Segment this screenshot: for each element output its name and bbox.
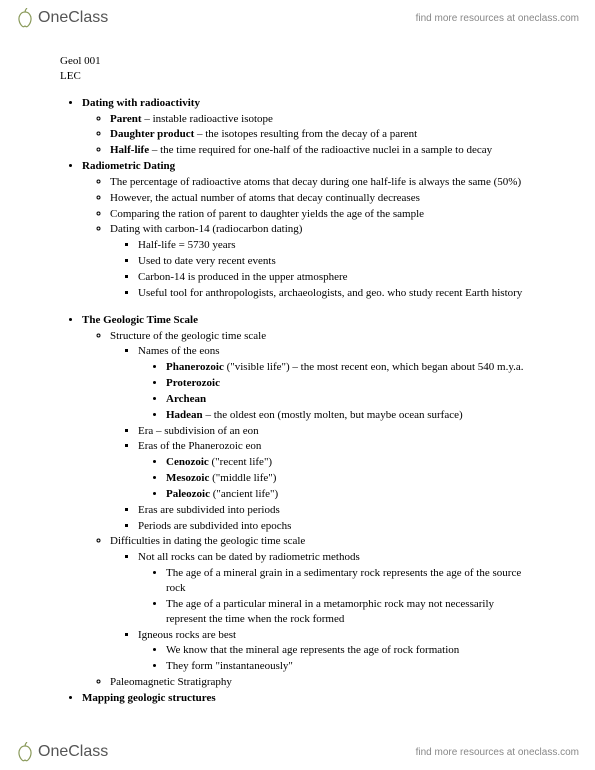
list-item: They form "instantaneously" bbox=[166, 659, 535, 674]
list-item: Archean bbox=[166, 392, 535, 407]
list-item: Paleozoic ("ancient life") bbox=[166, 487, 535, 502]
section-title: The Geologic Time Scale bbox=[82, 314, 198, 326]
list-item: Names of the eons Phanerozoic ("visible … bbox=[138, 344, 535, 422]
header: OneClass find more resources at oneclass… bbox=[0, 0, 595, 36]
course-heading: Geol 001 LEC bbox=[60, 54, 535, 84]
outline-root-2: The Geologic Time Scale Structure of the… bbox=[60, 313, 535, 706]
list-item: Phanerozoic ("visible life") – the most … bbox=[166, 360, 535, 375]
course-sub: LEC bbox=[60, 69, 535, 84]
list-item: The Geologic Time Scale Structure of the… bbox=[82, 313, 535, 690]
list-item: Hadean – the oldest eon (mostly molten, … bbox=[166, 408, 535, 423]
list-item: The percentage of radioactive atoms that… bbox=[110, 175, 535, 190]
list-item: Radiometric Dating The percentage of rad… bbox=[82, 159, 535, 301]
footer-tagline: find more resources at oneclass.com bbox=[416, 747, 579, 758]
section-title: Mapping geologic structures bbox=[82, 692, 216, 704]
apple-icon bbox=[16, 8, 34, 28]
list-item: However, the actual number of atoms that… bbox=[110, 191, 535, 206]
list-item: The age of a mineral grain in a sediment… bbox=[166, 566, 535, 596]
list-item: Mapping geologic structures bbox=[82, 691, 535, 706]
section-title: Radiometric Dating bbox=[82, 160, 175, 172]
list-item: Igneous rocks are best We know that the … bbox=[138, 628, 535, 675]
list-item: Dating with radioactivity Parent – insta… bbox=[82, 96, 535, 158]
list-item: Structure of the geologic time scale Nam… bbox=[110, 329, 535, 534]
list-item: We know that the mineral age represents … bbox=[166, 643, 535, 658]
brand-text: OneClass bbox=[38, 9, 108, 27]
footer: OneClass find more resources at oneclass… bbox=[0, 734, 595, 770]
list-item: Comparing the ration of parent to daught… bbox=[110, 207, 535, 222]
list-item: Proterozoic bbox=[166, 376, 535, 391]
list-item: Useful tool for anthropologists, archaeo… bbox=[138, 286, 535, 301]
brand-text: OneClass bbox=[38, 743, 108, 761]
list-item: The age of a particular mineral in a met… bbox=[166, 597, 535, 627]
outline-root: Dating with radioactivity Parent – insta… bbox=[60, 96, 535, 301]
list-item: Periods are subdivided into epochs bbox=[138, 519, 535, 534]
list-item: Carbon-14 is produced in the upper atmos… bbox=[138, 270, 535, 285]
list-item: Half-life = 5730 years bbox=[138, 238, 535, 253]
apple-icon bbox=[16, 742, 34, 762]
list-item: Used to date very recent events bbox=[138, 254, 535, 269]
list-item: Cenozoic ("recent life") bbox=[166, 455, 535, 470]
list-item: Half-life – the time required for one-ha… bbox=[110, 143, 535, 158]
list-item: Parent – instable radioactive isotope bbox=[110, 112, 535, 127]
section-title: Dating with radioactivity bbox=[82, 97, 200, 109]
list-item: Eras are subdivided into periods bbox=[138, 503, 535, 518]
list-item: Era – subdivision of an eon bbox=[138, 424, 535, 439]
header-tagline: find more resources at oneclass.com bbox=[416, 13, 579, 24]
list-item: Daughter product – the isotopes resultin… bbox=[110, 127, 535, 142]
document-body: Geol 001 LEC Dating with radioactivity P… bbox=[0, 36, 595, 706]
logo: OneClass bbox=[16, 742, 108, 762]
list-item: Dating with carbon-14 (radiocarbon datin… bbox=[110, 222, 535, 300]
list-item: Mesozoic ("middle life") bbox=[166, 471, 535, 486]
logo: OneClass bbox=[16, 8, 108, 28]
course-code: Geol 001 bbox=[60, 54, 535, 69]
list-item: Eras of the Phanerozoic eon Cenozoic ("r… bbox=[138, 439, 535, 501]
list-item: Paleomagnetic Stratigraphy bbox=[110, 675, 535, 690]
list-item: Not all rocks can be dated by radiometri… bbox=[138, 550, 535, 626]
list-item: Difficulties in dating the geologic time… bbox=[110, 534, 535, 674]
